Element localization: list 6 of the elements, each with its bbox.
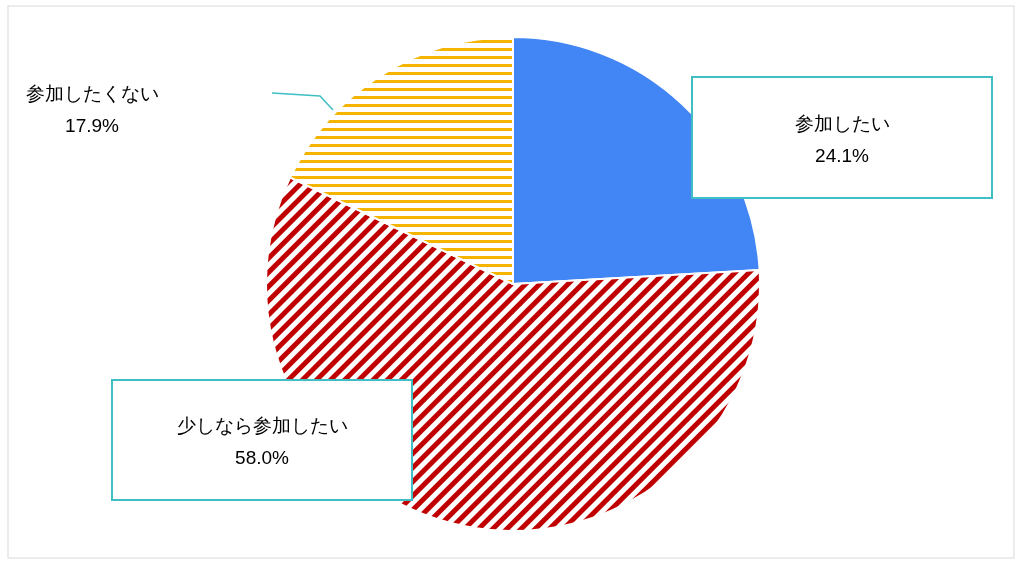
data-label: 17.9% [65,115,120,136]
data-label: 58.0% [235,447,290,468]
data-label: 24.1% [815,145,870,166]
slice-label: 参加したくない [25,83,159,104]
slice-label: 参加したい [794,113,890,134]
slice-label: 少しなら参加したい [176,415,348,436]
